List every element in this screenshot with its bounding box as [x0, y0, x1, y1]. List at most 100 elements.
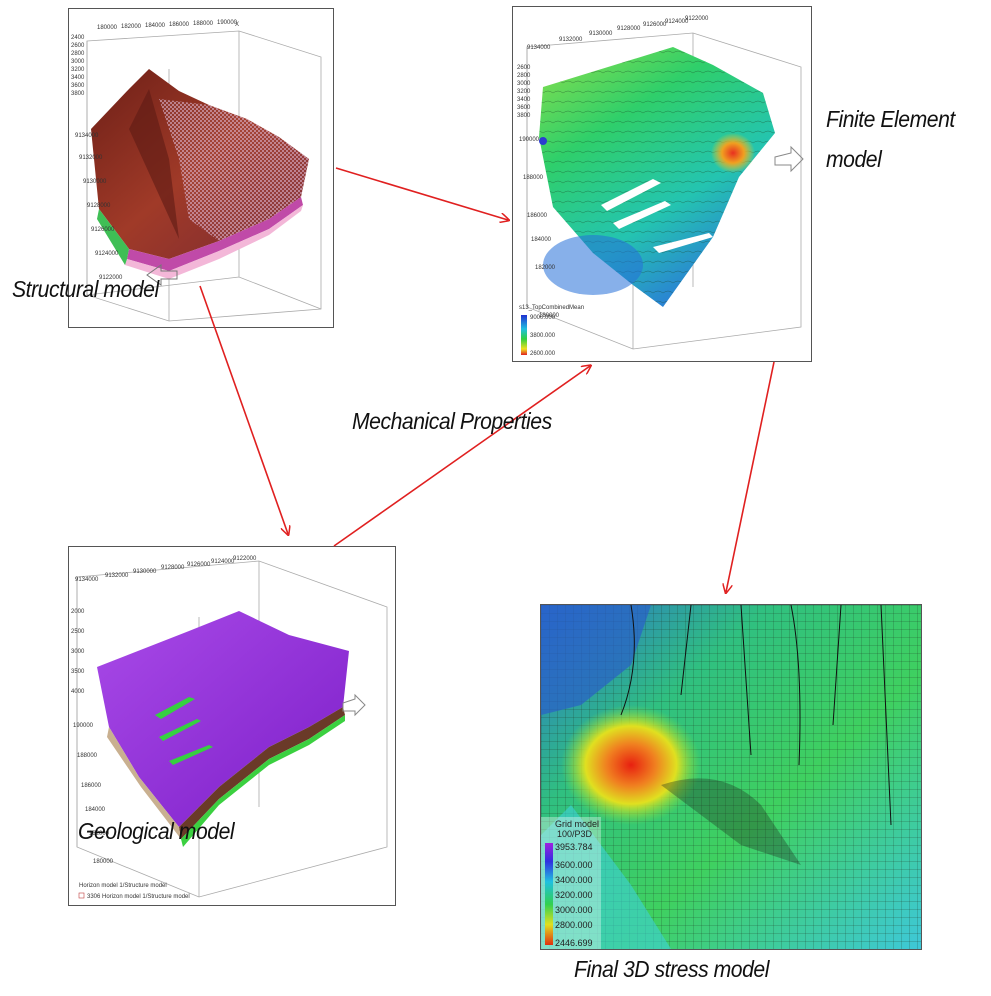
geological-model-caption: Geological model — [78, 818, 235, 844]
geo-top-ticks: 9134000 9132000 9130000 9128000 9126000 … — [75, 556, 257, 583]
tick-label: 190000 — [519, 137, 540, 143]
tick-label: 180000 — [97, 25, 118, 31]
legend-value: 9000.000 — [530, 315, 556, 321]
tick-label: 184000 — [85, 807, 106, 813]
structural-model-panel: 180000 182000 184000 186000 188000 19000… — [68, 8, 334, 328]
tick-label: 9132000 — [105, 573, 129, 579]
legend-value: 2800.000 — [555, 920, 593, 930]
structural-side-ticks: 2400 2600 2800 3000 3200 3400 3600 3800 … — [71, 35, 123, 281]
geological-model-panel: 9134000 9132000 9130000 9128000 9126000 … — [68, 546, 396, 906]
tick-label: 9124000 — [95, 251, 119, 257]
fe-top-ticks: 9134000 9132000 9130000 9128000 9126000 … — [527, 16, 709, 51]
tick-label: 4000 — [71, 689, 85, 695]
tick-label: 9130000 — [589, 31, 613, 37]
tick-label: 190000 — [73, 723, 94, 729]
legend-value: 3600.000 — [555, 860, 593, 870]
legend-value: 3400.000 — [555, 875, 593, 885]
tick-label: 9130000 — [133, 569, 157, 575]
tick-label: 3400 — [517, 97, 531, 103]
geo-side-ticks: 2000 2500 3000 3500 4000 190000 188000 1… — [71, 609, 114, 865]
finite-element-model-image: 9134000 9132000 9130000 9128000 9126000 … — [517, 16, 804, 357]
tick-label: 3600 — [517, 105, 531, 111]
tick-label: 188000 — [193, 21, 214, 27]
tick-label: 9122000 — [233, 556, 257, 562]
tick-label: 9124000 — [211, 559, 235, 565]
finite-element-model-panel: 9134000 9132000 9130000 9128000 9126000 … — [512, 6, 812, 362]
legend-line: Horizon model 1/Structure model — [79, 883, 167, 889]
tick-label: 2600 — [517, 65, 531, 71]
tick-label: 9132000 — [79, 155, 103, 161]
legend-title: Grid model — [555, 819, 599, 829]
tick-label: 9128000 — [87, 203, 111, 209]
geo-legend: Horizon model 1/Structure model 3306 Hor… — [78, 883, 190, 900]
tick-label: 186000 — [169, 22, 190, 28]
tick-label: 190000 — [217, 20, 238, 26]
tick-label: 9128000 — [617, 26, 641, 32]
tick-label: 2500 — [71, 629, 85, 635]
final-color-legend: Grid model 100/P3D 3953.784 3600.000 340… — [541, 817, 601, 949]
geological-model-image: 9134000 9132000 9130000 9128000 9126000 … — [71, 556, 388, 900]
tick-label: 3200 — [71, 67, 85, 73]
compass-arrow-icon — [342, 693, 366, 717]
tick-label: 188000 — [523, 175, 544, 181]
compass-arrow-icon — [774, 145, 804, 173]
tick-label: 2600 — [71, 43, 85, 49]
tick-label: 9122000 — [99, 275, 123, 281]
tick-label: 188000 — [77, 753, 98, 759]
tick-label: 186000 — [527, 213, 548, 219]
tick-label: 2000 — [71, 609, 85, 615]
final-stress-model-panel: Grid model 100/P3D 3953.784 3600.000 340… — [540, 604, 922, 950]
finite-element-caption-line1: Finite Element — [826, 106, 955, 132]
tick-label: 2400 — [71, 35, 85, 41]
tick-label: 184000 — [145, 23, 166, 29]
tick-label: 9124000 — [665, 19, 689, 25]
tick-label: 180000 — [93, 859, 114, 865]
arrow-structural-to-finite-element — [335, 167, 508, 220]
tick-label: 3000 — [71, 59, 85, 65]
fe-color-legend: s13_TopCombinedMean 9000.000 3800.000 26… — [519, 305, 584, 357]
tick-label: 9134000 — [75, 133, 99, 139]
fe-side-ticks: 2600 2800 3000 3200 3400 3600 3800 19000… — [517, 65, 560, 319]
tick-label: 182000 — [535, 265, 556, 271]
compass-arrow-icon — [146, 264, 178, 286]
tick-label: 3400 — [71, 75, 85, 81]
legend-value: 3800.000 — [530, 333, 556, 339]
legend-subtitle: 100/P3D — [557, 829, 593, 839]
tick-label: 9130000 — [83, 179, 107, 185]
tick-label: 9134000 — [527, 45, 551, 51]
legend-max: 3953.784 — [555, 842, 593, 852]
legend-min: 2446.699 — [555, 938, 593, 948]
tick-label: 3000 — [71, 649, 85, 655]
tick-label: 9126000 — [187, 562, 211, 568]
tick-label: 2800 — [71, 51, 85, 57]
structural-top-ticks: 180000 182000 184000 186000 188000 19000… — [97, 20, 239, 31]
tick-label: 9128000 — [161, 565, 185, 571]
tick-label: 184000 — [531, 237, 552, 243]
tick-label: 3800 — [71, 91, 85, 97]
tick-label: 9126000 — [91, 227, 115, 233]
legend-line: 3306 Horizon model 1/Structure model — [87, 894, 190, 900]
tick-label: 3200 — [517, 89, 531, 95]
tick-label: 186000 — [81, 783, 102, 789]
structural-model-caption: Structural model — [12, 276, 159, 302]
tick-label: 9132000 — [559, 37, 583, 43]
tick-label: 9122000 — [685, 16, 709, 22]
tick-label: 182000 — [89, 831, 110, 837]
axis-corner-label: X — [235, 22, 239, 28]
tick-label: 2800 — [517, 73, 531, 79]
tick-label: 180000 — [539, 313, 560, 319]
legend-value: 3000.000 — [555, 905, 593, 915]
structural-model-image: 180000 182000 184000 186000 188000 19000… — [71, 20, 322, 322]
final-stress-model-image: Grid model 100/P3D 3953.784 3600.000 340… — [541, 605, 921, 949]
arrow-finite-element-to-final — [726, 361, 775, 592]
tick-label: 3600 — [71, 83, 85, 89]
tick-label: 9134000 — [75, 577, 99, 583]
legend-title: s13_TopCombinedMean — [519, 305, 584, 311]
tick-label: 3800 — [517, 113, 531, 119]
tick-label: 9126000 — [643, 22, 667, 28]
tick-label: 182000 — [121, 24, 142, 30]
tick-label: 3500 — [71, 669, 85, 675]
arrow-geological-to-finite-element — [333, 366, 590, 547]
legend-value: 3200.000 — [555, 890, 593, 900]
mechanical-properties-caption: Mechanical Properties — [352, 408, 552, 434]
